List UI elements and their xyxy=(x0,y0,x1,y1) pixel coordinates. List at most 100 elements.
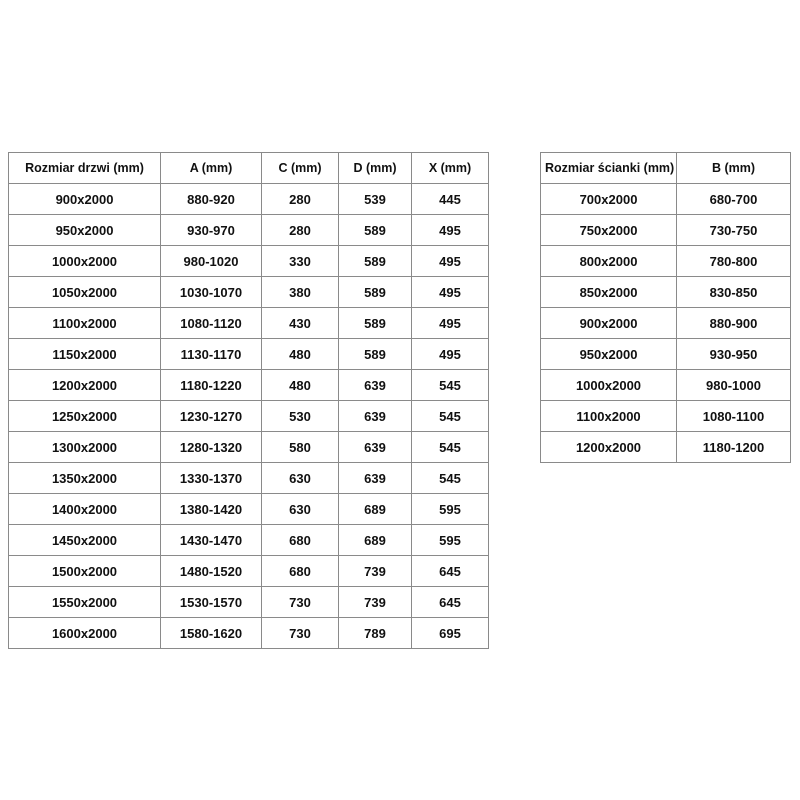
cell: 639 xyxy=(338,462,412,494)
cell: 750x2000 xyxy=(540,214,677,246)
cell: 545 xyxy=(411,400,489,432)
table-row: 1300x2000 1280-1320 580 639 545 xyxy=(8,431,489,463)
cell: 1400x2000 xyxy=(8,493,161,525)
cell: 680-700 xyxy=(676,183,791,215)
cell: 1080-1100 xyxy=(676,400,791,432)
table-row: 1000x2000 980-1020 330 589 495 xyxy=(8,245,489,277)
cell: 280 xyxy=(261,183,339,215)
cell: 900x2000 xyxy=(540,307,677,339)
cell: 645 xyxy=(411,586,489,618)
cell: 730-750 xyxy=(676,214,791,246)
cell: 1180-1200 xyxy=(676,431,791,463)
cell: 480 xyxy=(261,338,339,370)
table-row: 1350x2000 1330-1370 630 639 545 xyxy=(8,462,489,494)
cell: 1380-1420 xyxy=(160,493,262,525)
cell: 589 xyxy=(338,214,412,246)
cell: 580 xyxy=(261,431,339,463)
cell: 1450x2000 xyxy=(8,524,161,556)
cell: 1330-1370 xyxy=(160,462,262,494)
table-row: 1600x2000 1580-1620 730 789 695 xyxy=(8,617,489,649)
cell: 1000x2000 xyxy=(540,369,677,401)
table-row: 1200x2000 1180-1200 xyxy=(540,431,791,463)
cell: 495 xyxy=(411,245,489,277)
cell: 380 xyxy=(261,276,339,308)
cell: 495 xyxy=(411,307,489,339)
table-row: 800x2000 780-800 xyxy=(540,245,791,277)
cell: 430 xyxy=(261,307,339,339)
table-row: 950x2000 930-970 280 589 495 xyxy=(8,214,489,246)
cell: 589 xyxy=(338,245,412,277)
table-row: 1550x2000 1530-1570 730 739 645 xyxy=(8,586,489,618)
cell: 495 xyxy=(411,338,489,370)
cell: 1530-1570 xyxy=(160,586,262,618)
cell: 539 xyxy=(338,183,412,215)
cell: 1180-1220 xyxy=(160,369,262,401)
cell: 639 xyxy=(338,431,412,463)
cell: 545 xyxy=(411,431,489,463)
cell: 689 xyxy=(338,524,412,556)
cell: 495 xyxy=(411,214,489,246)
table-row: 750x2000 730-750 xyxy=(540,214,791,246)
cell: 950x2000 xyxy=(540,338,677,370)
door-size-table-header: Rozmiar drzwi (mm) A (mm) C (mm) D (mm) … xyxy=(8,152,489,184)
column-header-b: B (mm) xyxy=(676,152,791,184)
table-header-row: Rozmiar ścianki (mm) B (mm) xyxy=(540,152,791,184)
cell: 739 xyxy=(338,555,412,587)
table-row: 1000x2000 980-1000 xyxy=(540,369,791,401)
cell: 530 xyxy=(261,400,339,432)
wall-size-table-header: Rozmiar ścianki (mm) B (mm) xyxy=(540,152,791,184)
cell: 280 xyxy=(261,214,339,246)
cell: 900x2000 xyxy=(8,183,161,215)
door-size-table: Rozmiar drzwi (mm) A (mm) C (mm) D (mm) … xyxy=(8,152,489,649)
table-row: 900x2000 880-920 280 539 445 xyxy=(8,183,489,215)
cell: 589 xyxy=(338,276,412,308)
table-header-row: Rozmiar drzwi (mm) A (mm) C (mm) D (mm) … xyxy=(8,152,489,184)
cell: 980-1000 xyxy=(676,369,791,401)
cell: 680 xyxy=(261,555,339,587)
cell: 1050x2000 xyxy=(8,276,161,308)
cell: 595 xyxy=(411,524,489,556)
cell: 730 xyxy=(261,617,339,649)
column-header-rozmiar-scianki: Rozmiar ścianki (mm) xyxy=(540,152,677,184)
cell: 589 xyxy=(338,307,412,339)
cell: 1350x2000 xyxy=(8,462,161,494)
cell: 1150x2000 xyxy=(8,338,161,370)
column-header-rozmiar-drzwi: Rozmiar drzwi (mm) xyxy=(8,152,161,184)
cell: 1550x2000 xyxy=(8,586,161,618)
cell: 1100x2000 xyxy=(540,400,677,432)
table-row: 1200x2000 1180-1220 480 639 545 xyxy=(8,369,489,401)
cell: 1580-1620 xyxy=(160,617,262,649)
cell: 695 xyxy=(411,617,489,649)
table-row: 850x2000 830-850 xyxy=(540,276,791,308)
cell: 980-1020 xyxy=(160,245,262,277)
cell: 930-950 xyxy=(676,338,791,370)
cell: 739 xyxy=(338,586,412,618)
cell: 800x2000 xyxy=(540,245,677,277)
cell: 789 xyxy=(338,617,412,649)
cell: 930-970 xyxy=(160,214,262,246)
table-row: 1100x2000 1080-1120 430 589 495 xyxy=(8,307,489,339)
cell: 639 xyxy=(338,369,412,401)
table-row: 1450x2000 1430-1470 680 689 595 xyxy=(8,524,489,556)
table-row: 950x2000 930-950 xyxy=(540,338,791,370)
cell: 1130-1170 xyxy=(160,338,262,370)
cell: 630 xyxy=(261,462,339,494)
table-row: 1050x2000 1030-1070 380 589 495 xyxy=(8,276,489,308)
column-header-a: A (mm) xyxy=(160,152,262,184)
wall-size-table: Rozmiar ścianki (mm) B (mm) 700x2000 680-… xyxy=(540,152,791,463)
cell: 1500x2000 xyxy=(8,555,161,587)
table-row: 900x2000 880-900 xyxy=(540,307,791,339)
cell: 1200x2000 xyxy=(540,431,677,463)
cell: 1600x2000 xyxy=(8,617,161,649)
cell: 780-800 xyxy=(676,245,791,277)
cell: 445 xyxy=(411,183,489,215)
cell: 1200x2000 xyxy=(8,369,161,401)
cell: 645 xyxy=(411,555,489,587)
table-row: 1250x2000 1230-1270 530 639 545 xyxy=(8,400,489,432)
cell: 689 xyxy=(338,493,412,525)
cell: 595 xyxy=(411,493,489,525)
cell: 1430-1470 xyxy=(160,524,262,556)
column-header-d: D (mm) xyxy=(338,152,412,184)
cell: 1280-1320 xyxy=(160,431,262,463)
table-row: 1150x2000 1130-1170 480 589 495 xyxy=(8,338,489,370)
